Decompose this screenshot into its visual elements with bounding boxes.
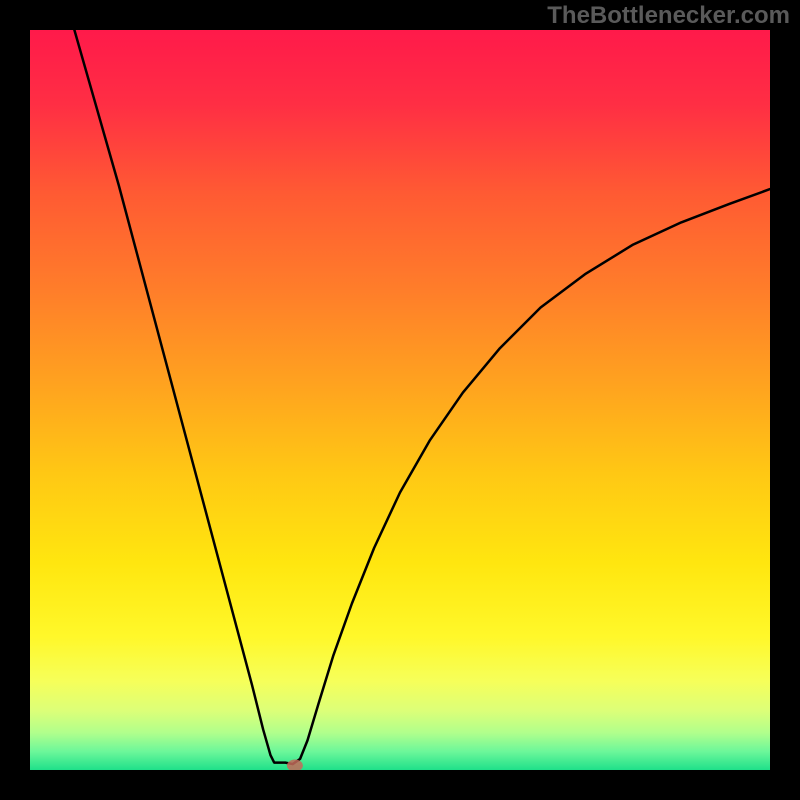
bottleneck-chart (0, 0, 800, 800)
plot-gradient-background (30, 30, 770, 770)
chart-container: TheBottlenecker.com (0, 0, 800, 800)
optimal-point-marker (287, 760, 303, 772)
